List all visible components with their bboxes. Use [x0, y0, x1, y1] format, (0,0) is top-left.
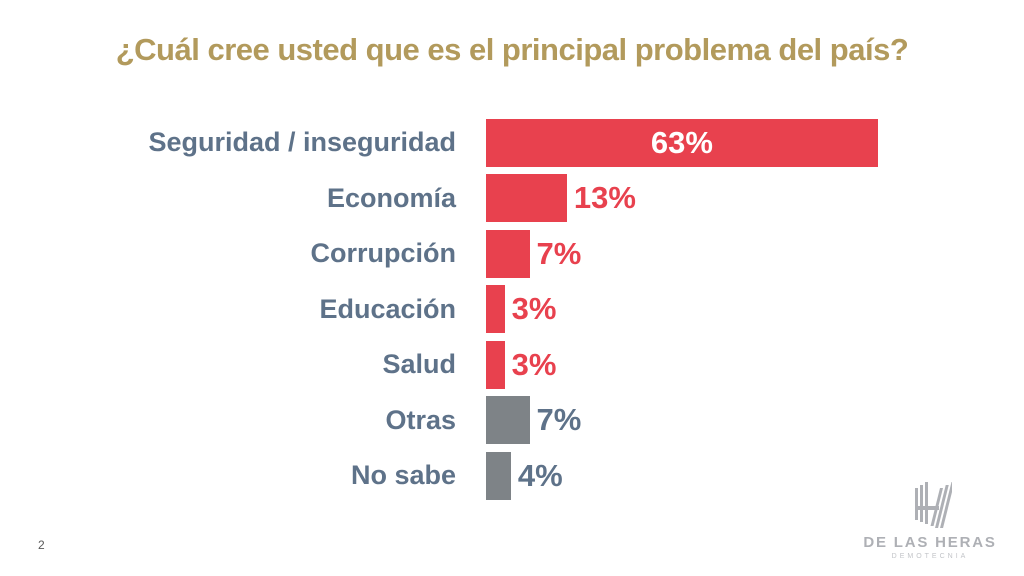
- category-label: Corrupción: [310, 238, 457, 269]
- bar-area: 3%: [486, 285, 557, 334]
- logo-name: DE LAS HERAS: [863, 534, 997, 551]
- category-label: Salud: [382, 349, 456, 380]
- bar-area: 63%: [486, 118, 878, 167]
- bar: [486, 451, 511, 500]
- category-label: Otras: [385, 404, 456, 435]
- value-label: 3%: [511, 346, 557, 382]
- bar: [486, 340, 505, 389]
- bar: [486, 229, 530, 278]
- category-label: No sabe: [350, 460, 456, 491]
- category-label: Educación: [319, 293, 456, 324]
- logo: DE LAS HERAS DEMOTECNIA: [852, 480, 1008, 560]
- bar: [486, 396, 530, 445]
- chart-row: Economía 13%: [0, 171, 1024, 227]
- value-label: 7%: [536, 402, 582, 438]
- delasheras-monogram-icon: [915, 482, 952, 528]
- chart-row: Salud 3%: [0, 337, 1024, 393]
- chart-row: Otras 7%: [0, 393, 1024, 449]
- bar-area: 3%: [486, 340, 557, 389]
- bar-area: 7%: [486, 396, 582, 445]
- chart-row: No sabe 4%: [0, 448, 1024, 504]
- bar-area: 4%: [486, 451, 563, 500]
- chart-row: Educación 3%: [0, 282, 1024, 338]
- category-label: Economía: [326, 182, 456, 213]
- bar-area: 7%: [486, 229, 582, 278]
- value-label: 3%: [511, 291, 557, 327]
- bar: 63%: [486, 118, 878, 167]
- bar-area: 13%: [486, 174, 636, 223]
- value-label: 13%: [573, 180, 636, 216]
- logo-subtitle: DEMOTECNIA: [891, 553, 969, 560]
- bar: [486, 174, 567, 223]
- chart-row: Corrupción 7%: [0, 226, 1024, 282]
- bar-chart: Seguridad / inseguridad 63% Economía 13% Cor…: [0, 115, 1024, 504]
- bar: [486, 285, 505, 334]
- page-number: 2: [38, 538, 45, 552]
- chart-title: ¿Cuál cree usted que es el principal pro…: [115, 32, 909, 67]
- value-label: 63%: [650, 124, 713, 160]
- chart-row: Seguridad / inseguridad 63%: [0, 115, 1024, 171]
- value-label: 4%: [517, 457, 563, 493]
- category-label: Seguridad / inseguridad: [148, 127, 456, 158]
- value-label: 7%: [536, 235, 582, 271]
